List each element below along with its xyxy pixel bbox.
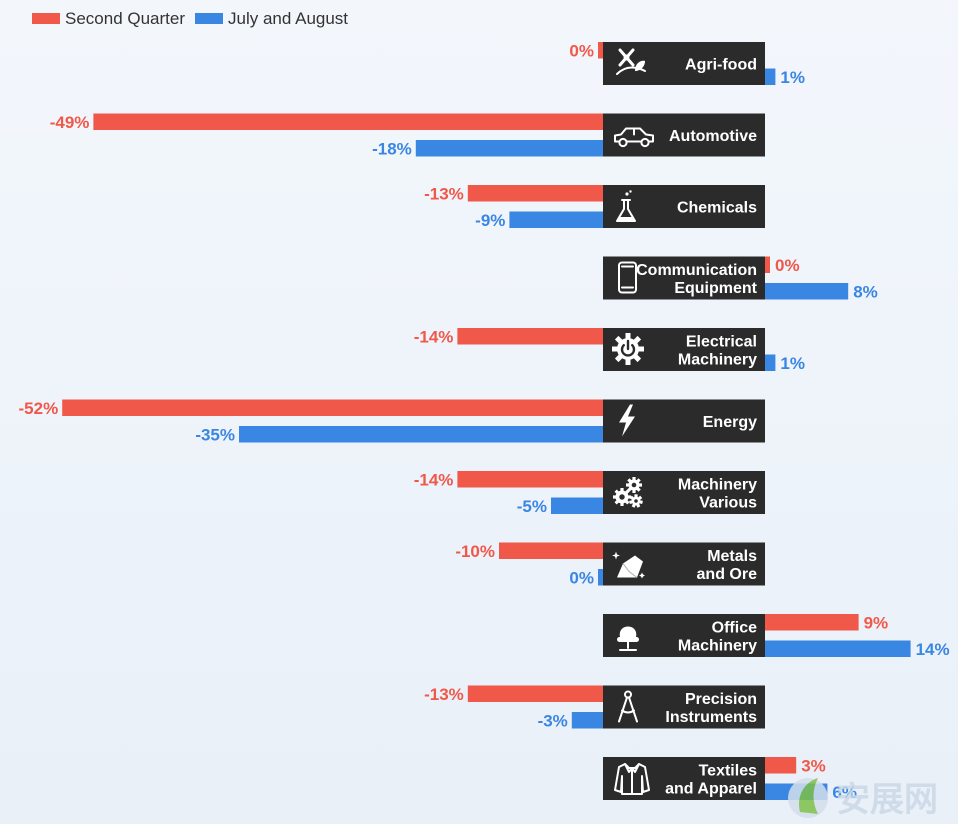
bar-july-august — [509, 211, 603, 228]
value-label-july-august: -35% — [195, 426, 235, 445]
value-label-july-august: -9% — [475, 211, 505, 230]
category-label: Textiles — [699, 763, 758, 780]
value-label-july-august: -18% — [372, 140, 412, 159]
compass-icon — [618, 690, 638, 723]
bar-second-quarter — [457, 471, 603, 488]
legend-swatch-july-august — [195, 13, 223, 24]
value-label-july-august: 1% — [780, 68, 805, 87]
category-label: Agri-food — [685, 57, 757, 74]
category-box — [603, 471, 765, 514]
bar-july-august — [765, 283, 849, 300]
bar-july-august — [239, 426, 603, 443]
bar-july-august — [551, 497, 603, 514]
office-chair-icon — [617, 626, 639, 651]
value-label-july-august: 8% — [853, 283, 878, 302]
category-label: Instruments — [665, 709, 757, 726]
bar-second-quarter — [467, 685, 603, 702]
bar-july-august — [598, 569, 603, 586]
jacket-icon — [614, 763, 650, 795]
category-label: Electrical — [686, 334, 757, 351]
category-label: Equipment — [674, 280, 757, 297]
watermark-text: 安展网 — [836, 780, 938, 820]
category-row: -52% -35% Energy — [19, 399, 765, 445]
watermark-logo — [788, 778, 828, 818]
value-label-july-august: 1% — [780, 354, 805, 373]
category-label: Communication — [636, 262, 757, 279]
category-label: Energy — [703, 414, 757, 431]
smartphone-icon — [618, 261, 637, 294]
bar-july-august — [571, 712, 603, 729]
value-label-second-quarter: -14% — [414, 471, 454, 490]
bar-second-quarter — [457, 328, 603, 345]
chart-rows: 0% 1% Agri-food -49% -18% Automotive -13% -9% Ch… — [19, 42, 950, 803]
gears-icon — [613, 477, 643, 508]
lightning-icon — [619, 404, 635, 437]
bar-second-quarter — [765, 757, 797, 774]
legend-label-second-quarter: Second Quarter — [65, 9, 185, 28]
value-label-second-quarter: -13% — [424, 185, 464, 204]
value-label-second-quarter: -14% — [414, 328, 454, 347]
category-label: Automotive — [669, 128, 757, 145]
bar-second-quarter — [62, 399, 603, 416]
bar-july-august — [765, 68, 776, 85]
value-label-second-quarter: -10% — [455, 542, 495, 561]
bar-second-quarter — [765, 256, 770, 273]
category-label: Machinery — [678, 638, 757, 655]
category-label: and Ore — [697, 566, 758, 583]
bar-second-quarter — [598, 42, 603, 59]
category-label: Chemicals — [677, 200, 757, 217]
power-gear-icon — [612, 333, 644, 365]
bar-second-quarter — [93, 113, 604, 130]
category-label: Precision — [685, 691, 757, 708]
value-label-july-august: -3% — [538, 712, 568, 731]
legend: Second Quarter July and August — [32, 9, 348, 28]
value-label-july-august: 14% — [916, 640, 950, 659]
legend-swatch-second-quarter — [32, 13, 60, 24]
bar-second-quarter — [765, 614, 859, 631]
value-label-july-august: 0% — [569, 569, 594, 588]
category-label: Machinery — [678, 352, 757, 369]
value-label-second-quarter: -49% — [50, 113, 90, 132]
category-label: Various — [699, 495, 757, 512]
category-row: -49% -18% Automotive — [50, 113, 765, 159]
ore-icon — [612, 551, 645, 579]
category-label: Metals — [707, 548, 757, 565]
agri-food-icon — [616, 48, 646, 75]
watermark: 安展网 — [788, 778, 938, 820]
value-label-second-quarter: -52% — [19, 399, 59, 418]
legend-label-july-august: July and August — [228, 9, 348, 28]
value-label-second-quarter: 3% — [801, 757, 826, 776]
bar-july-august — [415, 140, 603, 157]
bar-july-august — [765, 354, 776, 371]
category-label: Office — [712, 620, 757, 637]
category-box — [603, 757, 765, 800]
bar-july-august — [765, 640, 911, 657]
category-box — [603, 113, 765, 157]
bar-second-quarter — [499, 542, 603, 559]
category-row: -13% -9% Chemicals — [424, 185, 765, 230]
value-label-july-august: 6% — [832, 783, 857, 802]
value-label-second-quarter: 0% — [775, 256, 800, 275]
car-icon — [614, 127, 654, 148]
value-label-second-quarter: -13% — [424, 685, 464, 704]
flask-icon — [616, 190, 636, 222]
category-label: and Apparel — [665, 781, 757, 798]
category-row: 0% 1% Agri-food — [569, 42, 805, 88]
category-label: Machinery — [678, 477, 757, 494]
value-label-second-quarter: 0% — [569, 42, 594, 61]
bar-second-quarter — [467, 185, 603, 202]
value-label-july-august: -5% — [517, 497, 547, 516]
value-label-second-quarter: 9% — [864, 614, 889, 633]
